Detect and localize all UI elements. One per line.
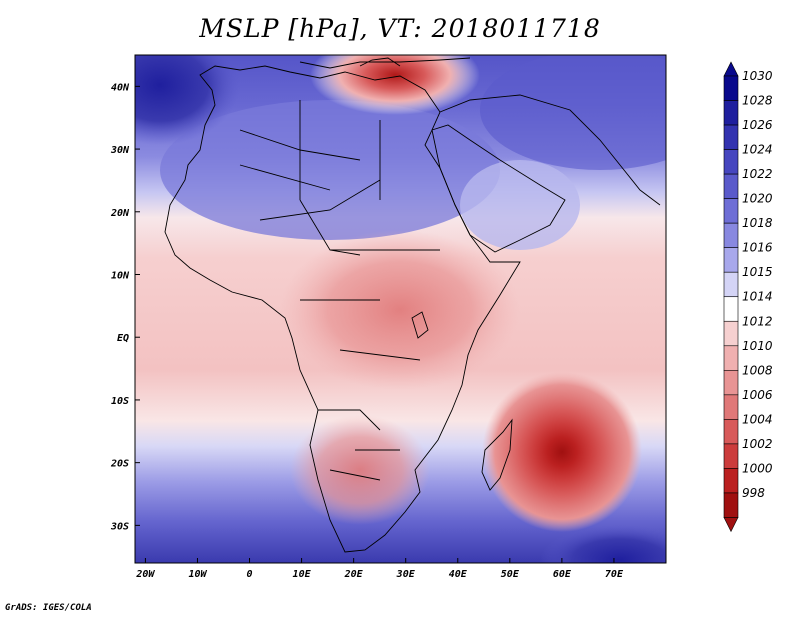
colorbar-label: 1022 [742,167,773,181]
colorbar-label: 1030 [742,69,773,83]
map-title: MSLP [hPa], VT: 2018011718 [199,14,601,43]
colorbar-swatch [723,75,739,101]
colorbar-label: 1016 [742,241,773,255]
colorbar-swatch [723,443,739,469]
y-tick-label: 20S [110,459,129,470]
x-axis: 20W 10W 0 10E 20E 30E 40E 50E 60E 70E [135,558,624,580]
colorbar-label: 1006 [742,388,773,402]
colorbar-label: 1004 [742,412,773,426]
colorbar-swatch [723,198,739,224]
colorbar-label: 1028 [742,94,773,108]
x-tick-label: 70E [605,569,624,580]
x-tick-label: 50E [501,569,520,580]
colorbar-min-arrow [723,517,739,533]
x-tick-label: 10E [293,569,312,580]
x-tick-label: 20W [135,569,155,580]
colorbar-label: 998 [742,486,765,500]
y-tick-label: 10N [111,271,130,282]
x-tick-label: 10W [188,569,207,580]
y-tick-label: 30N [110,145,130,156]
colorbar-swatch [723,492,739,518]
x-tick-label: 0 [247,569,253,580]
colorbar-label: 1020 [742,192,773,206]
x-tick-label: 30E [396,569,416,580]
colorbar-swatch [723,394,739,420]
colorbar-swatch [723,149,739,175]
colorbar-label: 1024 [742,143,773,157]
y-tick-label: 20N [110,208,130,219]
y-tick-label: 40N [111,82,130,93]
colorbar-label: 1008 [742,363,773,377]
x-tick-label: 20E [344,569,364,580]
colorbar-label: 1002 [742,437,773,451]
colorbar-swatch [723,320,739,347]
colorbar-max-arrow [723,61,739,77]
colorbar-label: 1015 [742,265,773,279]
coastlines [164,57,661,553]
colorbar-swatch [723,345,739,371]
x-tick-label: 40E [449,569,468,580]
colorbar-label: 1000 [742,461,773,475]
colorbar-swatch [723,124,739,150]
colorbar-swatch [723,370,739,396]
colorbar: 1030 1028 1026 1024 1022 1020 1018 1016 1015 1014… [723,61,773,533]
y-tick-label: EQ [117,333,129,344]
colorbar-swatch [723,247,739,273]
colorbar-swatch [723,271,739,298]
map-frame [134,54,667,564]
colorbar-label: 1014 [742,290,773,304]
colorbar-label: 1018 [742,216,773,230]
colorbar-swatch [723,173,739,199]
y-tick-label: 10S [111,396,129,407]
y-axis: 40N 30N 20N 10N EQ 10S 20S 30S [110,82,140,532]
y-tick-label: 30S [110,521,129,532]
colorbar-label: 1012 [742,314,773,328]
colorbar-swatch [723,100,739,126]
colorbar-swatch [723,296,739,322]
colorbar-swatch [723,222,739,248]
x-tick-label: 60E [553,569,572,580]
colorbar-swatch [723,468,739,494]
colorbar-label: 1010 [742,339,773,353]
colorbar-label: 1026 [742,118,773,132]
pressure-field [135,55,666,563]
colorbar-swatch [723,419,739,445]
footer-credit: GrADS: IGES/COLA [5,603,92,613]
